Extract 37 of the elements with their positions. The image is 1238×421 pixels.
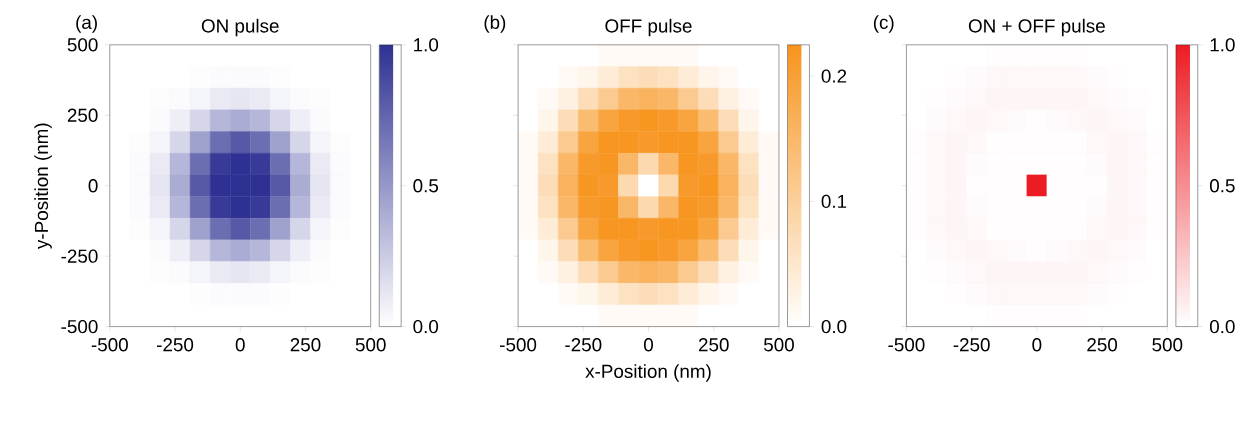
color-bar-label: 0.1 xyxy=(821,194,847,208)
x-tick-label: -250 xyxy=(565,337,602,352)
color-bar-label: 1.0 xyxy=(1210,38,1235,52)
chart-title: ON pulse xyxy=(201,18,279,37)
y-tick-label: 250 xyxy=(67,108,98,122)
color-bar-label: 0.5 xyxy=(413,178,439,193)
y-tick-label: 500 xyxy=(67,38,98,52)
y-tick-label: -500 xyxy=(61,319,98,334)
x-tick-label: 250 xyxy=(1087,337,1118,352)
x-axis-title: x-Position (nm) xyxy=(585,364,711,382)
x-tick-label: -250 xyxy=(953,337,990,352)
y-tick-label: -250 xyxy=(61,249,98,263)
y-axis-title: y-Position (nm) xyxy=(34,123,52,249)
color-bar-label: 0.0 xyxy=(413,319,439,334)
x-tick-label: 0 xyxy=(644,337,654,352)
text: (a) xyxy=(76,15,97,33)
x-tick-label: -250 xyxy=(157,337,194,352)
x-tick-label: -500 xyxy=(888,337,925,352)
color-bar-label: 0.0 xyxy=(821,319,847,334)
x-tick-label: -500 xyxy=(91,337,128,352)
color-bar-label: 0.5 xyxy=(1209,178,1235,193)
x-tick-label: 500 xyxy=(763,337,794,352)
chart-title: ON + OFF pulse xyxy=(968,18,1105,37)
x-tick-label: 500 xyxy=(1152,337,1183,352)
color-bar-label: 1.0 xyxy=(414,38,439,52)
text: (c) xyxy=(873,15,894,33)
chart-title: OFF pulse xyxy=(605,18,692,37)
y-tick-label: 0 xyxy=(88,178,98,193)
x-tick-label: 500 xyxy=(355,337,386,352)
x-tick-label: -500 xyxy=(500,337,537,352)
color-bar-label: 0.2 xyxy=(821,69,847,83)
x-tick-label: 0 xyxy=(1032,337,1042,352)
x-tick-label: 250 xyxy=(698,337,729,352)
x-tick-label: 0 xyxy=(235,337,245,352)
text: (b) xyxy=(484,15,506,33)
color-bar-label: 0.0 xyxy=(1209,319,1235,334)
x-tick-label: 250 xyxy=(290,337,321,352)
